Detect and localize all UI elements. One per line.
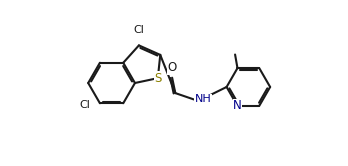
Text: S: S [154,72,161,85]
Text: N: N [233,99,242,112]
Text: O: O [167,61,177,74]
Text: Cl: Cl [134,25,144,35]
Text: Cl: Cl [80,100,90,110]
Text: NH: NH [195,94,212,104]
